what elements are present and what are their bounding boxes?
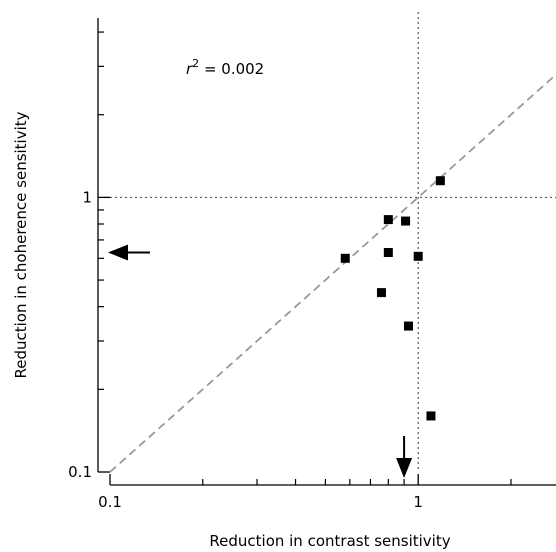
y-major-ticks: 0.11 bbox=[68, 188, 110, 481]
y-tick-label: 1 bbox=[82, 188, 92, 206]
data-point bbox=[383, 215, 393, 225]
identity-line bbox=[109, 73, 556, 473]
x-axis-arrow bbox=[396, 436, 413, 478]
data-point bbox=[426, 411, 436, 421]
x-minor-ticks bbox=[202, 479, 512, 485]
x-axis: 0.1 1 bbox=[98, 474, 556, 511]
x-axis-title: Reduction in contrast sensitivity bbox=[209, 532, 450, 550]
x-major-ticks: 0.1 1 bbox=[98, 474, 423, 511]
x-tick-label: 1 bbox=[413, 493, 423, 511]
data-point bbox=[401, 216, 411, 226]
y-axis-arrow bbox=[108, 244, 150, 261]
data-point bbox=[376, 288, 386, 298]
y-axis-title: Reduction in choherence sensitivity bbox=[12, 111, 30, 378]
y-tick-label: 0.1 bbox=[68, 463, 92, 481]
y-axis: 0.11 bbox=[68, 18, 110, 481]
x-tick-label: 0.1 bbox=[98, 493, 122, 511]
r-squared-annotation: r2 = 0.002 bbox=[186, 57, 264, 78]
data-point bbox=[340, 253, 350, 263]
data-point bbox=[435, 176, 445, 186]
data-point bbox=[383, 247, 393, 257]
data-point bbox=[413, 251, 423, 261]
y-minor-ticks bbox=[98, 31, 104, 390]
data-point bbox=[403, 321, 413, 331]
data-points bbox=[340, 176, 445, 421]
